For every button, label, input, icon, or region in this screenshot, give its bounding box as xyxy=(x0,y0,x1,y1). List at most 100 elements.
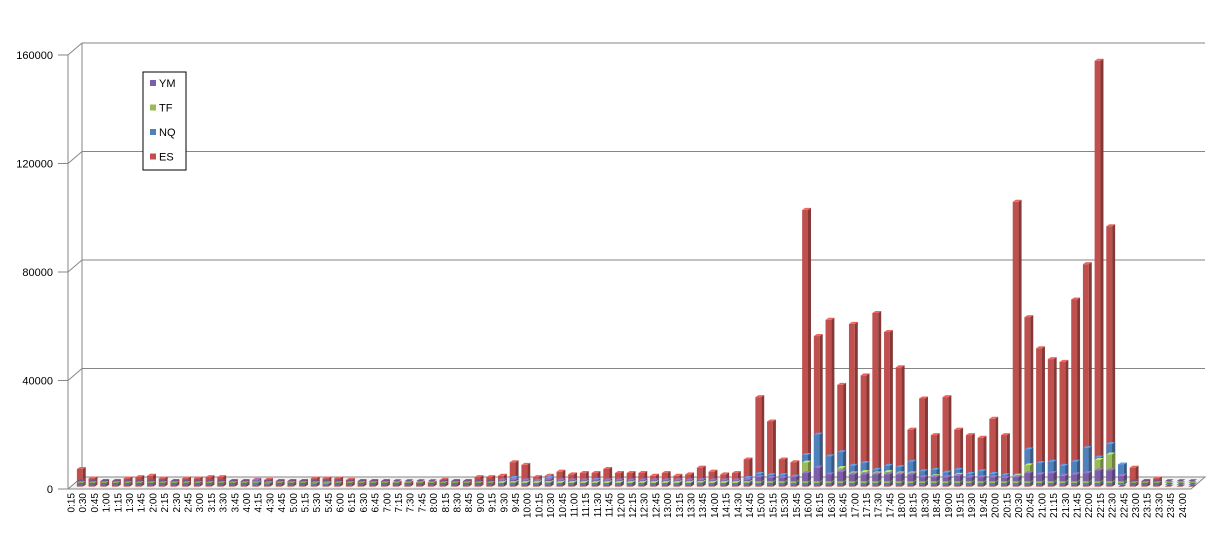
bar-nq-23:30 xyxy=(1164,482,1174,485)
bar-flat xyxy=(299,479,308,482)
bar-top xyxy=(837,382,847,385)
bar-tf-6:30 xyxy=(369,481,379,483)
x-tick-label: 7:45 xyxy=(417,493,428,513)
bar-side xyxy=(761,475,765,482)
x-tick-label: 23:00 xyxy=(1131,493,1142,518)
bar-es-15:45 xyxy=(802,207,812,487)
bars xyxy=(76,58,1198,487)
bar-top xyxy=(989,416,999,419)
bar-top xyxy=(661,471,671,474)
bar-nq-6:30 xyxy=(369,482,379,485)
bar-top xyxy=(650,480,659,483)
floor-plane xyxy=(66,476,1207,490)
bar-top xyxy=(942,470,952,473)
bar-flat xyxy=(135,482,145,485)
bar-top xyxy=(1106,224,1116,227)
bar-flat xyxy=(170,481,180,483)
bar-ym-12:45 xyxy=(661,478,671,482)
bar-nq-2:00 xyxy=(158,482,168,485)
x-tick-label: 15:30 xyxy=(780,493,791,518)
x-tick-label: 19:30 xyxy=(967,493,978,518)
bar-ym-20:30 xyxy=(1024,471,1034,482)
bar-top xyxy=(778,457,788,460)
bar-top xyxy=(778,473,788,476)
bar-ym-13:15 xyxy=(685,478,695,482)
bar-top xyxy=(591,478,601,481)
x-tick-label: 17:00 xyxy=(850,493,861,518)
bar-tf-4:15 xyxy=(264,481,273,483)
bar-front xyxy=(1106,470,1113,482)
bar-side xyxy=(679,478,683,482)
bar-tf-11:30 xyxy=(603,480,613,483)
bar-front xyxy=(860,474,867,482)
bar-es-17:00 xyxy=(860,373,870,487)
bar-tf-3:45 xyxy=(240,481,250,483)
bar-side xyxy=(772,479,776,483)
x-tick-label: 4:30 xyxy=(265,493,276,513)
bar-ym-6:45 xyxy=(381,479,390,482)
bar-front xyxy=(1082,448,1089,485)
bar-ym-7:15 xyxy=(404,479,414,482)
bar-side xyxy=(667,478,671,482)
bar-flat xyxy=(1129,479,1139,482)
bar-top xyxy=(1012,475,1022,478)
bar-top xyxy=(708,478,718,481)
x-tick-label: 10:15 xyxy=(534,493,545,518)
bar-front xyxy=(848,474,855,482)
bar-side xyxy=(691,480,695,483)
bar-front xyxy=(1082,264,1089,487)
bar-ym-2:45 xyxy=(193,479,203,482)
bar-ym-10:30 xyxy=(556,478,566,482)
bar-front xyxy=(954,475,961,482)
x-tick-label: 12:15 xyxy=(628,493,639,518)
bar-tf-9:00 xyxy=(486,481,496,483)
bar-top xyxy=(1024,463,1034,466)
bar-flat xyxy=(462,481,472,483)
bar-ym-14:00 xyxy=(720,478,730,482)
bar-top xyxy=(1129,465,1139,468)
bar-top xyxy=(1117,462,1127,465)
bar-side xyxy=(737,478,741,482)
bar-front xyxy=(614,480,621,482)
bar-tf-6:00 xyxy=(345,481,355,483)
bar-tf-11:15 xyxy=(591,480,601,483)
bar-front xyxy=(1082,473,1089,482)
y-tick-label: 160000 xyxy=(16,50,53,62)
legend-swatch-ym xyxy=(150,80,156,86)
bar-tf-23:30 xyxy=(1164,481,1174,483)
bar-front xyxy=(930,435,937,487)
bar-flat xyxy=(1129,481,1139,483)
bar-top xyxy=(743,457,753,460)
bar-nq-4:45 xyxy=(287,482,297,485)
bar-side xyxy=(854,472,858,482)
bar-front xyxy=(509,479,516,482)
x-tick-label: 14:00 xyxy=(710,493,721,518)
bar-top xyxy=(673,480,683,483)
x-tick-label: 20:30 xyxy=(1014,493,1025,518)
x-tick-label: 0:45 xyxy=(90,493,101,513)
bar-top xyxy=(521,478,531,481)
bar-front xyxy=(802,473,808,482)
bar-top xyxy=(731,478,741,481)
bar-top xyxy=(486,475,496,478)
bar-front xyxy=(603,468,610,487)
bar-top xyxy=(626,480,636,483)
bar-top xyxy=(895,365,905,368)
bar-flat xyxy=(275,482,285,485)
bar-flat xyxy=(322,481,332,483)
bar-front xyxy=(650,482,656,483)
bar-front xyxy=(731,480,738,482)
y-tick-label: 40000 xyxy=(22,376,53,388)
bar-nq-23:15 xyxy=(1153,482,1162,485)
bar-top xyxy=(650,478,659,481)
bar-front xyxy=(591,480,598,482)
bar-side xyxy=(597,478,601,482)
bar-nq-23:45 xyxy=(1176,482,1186,485)
bar-top xyxy=(930,433,940,436)
bar-side xyxy=(515,477,519,482)
bar-ym-6:00 xyxy=(345,479,355,482)
x-tick-label: 14:30 xyxy=(733,493,744,518)
bar-side xyxy=(316,481,320,485)
bar-nq-0:15 xyxy=(76,482,86,485)
